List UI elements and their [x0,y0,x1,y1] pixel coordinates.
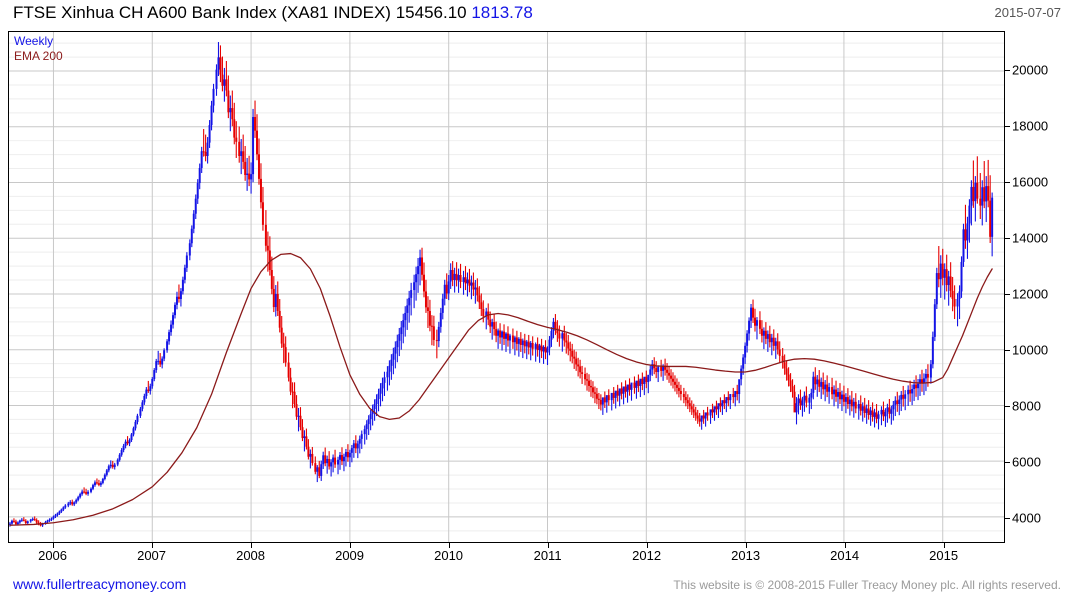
x-axis-tick-label: 2009 [335,548,365,563]
y-axis-tick [1005,238,1010,240]
x-axis-tick-label: 2008 [236,548,266,563]
chart-series-layer [9,42,994,527]
instrument-name: FTSE Xinhua CH A600 Bank Index (XA81 IND… [13,3,391,22]
price-change: 1813.78 [471,3,533,22]
x-axis-tick-label: 2012 [632,548,662,563]
chart-legend: Weekly EMA 200 [14,34,63,64]
y-axis-tick-label: 4000 [1012,510,1041,526]
last-price: 15456.10 [395,3,467,22]
x-axis-tick-label: 2006 [38,548,68,563]
x-axis-tick [349,543,351,548]
x-axis-tick [151,543,153,548]
y-axis-tick-label: 20000 [1012,62,1049,78]
y-axis-tick [1005,461,1010,463]
y-axis-tick [1005,405,1010,407]
y-axis-tick-label: 14000 [1012,230,1049,246]
site-link[interactable]: www.fullertreacymoney.com [13,576,187,592]
y-axis-tick [1005,182,1010,184]
page-title: FTSE Xinhua CH A600 Bank Index (XA81 IND… [13,3,533,23]
x-axis-tick [250,543,252,548]
y-axis-tick [1005,126,1010,128]
y-axis-tick-label: 16000 [1012,174,1049,190]
chart-plot-area[interactable]: Weekly EMA 200 [8,31,1005,543]
x-axis-tick-label: 2007 [137,548,167,563]
chart-header: FTSE Xinhua CH A600 Bank Index (XA81 IND… [0,0,1075,28]
x-axis-tick-label: 2011 [533,548,562,563]
x-axis-tick [52,543,54,548]
x-axis-tick [448,543,450,548]
x-axis-tick-label: 2015 [929,548,959,563]
y-axis-tick [1005,70,1010,72]
x-axis-tick-label: 2013 [731,548,761,563]
legend-item-weekly: Weekly [14,34,54,48]
x-axis-tick [943,543,945,548]
x-axis-tick [745,543,747,548]
legend-item-ema200: EMA 200 [14,49,63,63]
chart-date: 2015-07-07 [994,5,1062,20]
y-axis-tick [1005,349,1010,351]
x-axis-tick [646,543,648,548]
y-axis-tick-label: 18000 [1012,118,1049,134]
x-axis-tick [547,543,549,548]
copyright-notice: This website is © 2008-2015 Fuller Treac… [673,578,1061,592]
x-axis-tick-label: 2014 [830,548,860,563]
x-axis-tick [844,543,846,548]
y-axis-tick [1005,517,1010,519]
y-axis-tick-label: 6000 [1012,454,1041,470]
y-axis-tick-label: 12000 [1012,286,1049,302]
y-axis-tick [1005,293,1010,295]
x-axis-tick-label: 2010 [434,548,464,563]
y-axis-tick-label: 10000 [1012,342,1049,358]
y-axis-tick-label: 8000 [1012,398,1041,414]
